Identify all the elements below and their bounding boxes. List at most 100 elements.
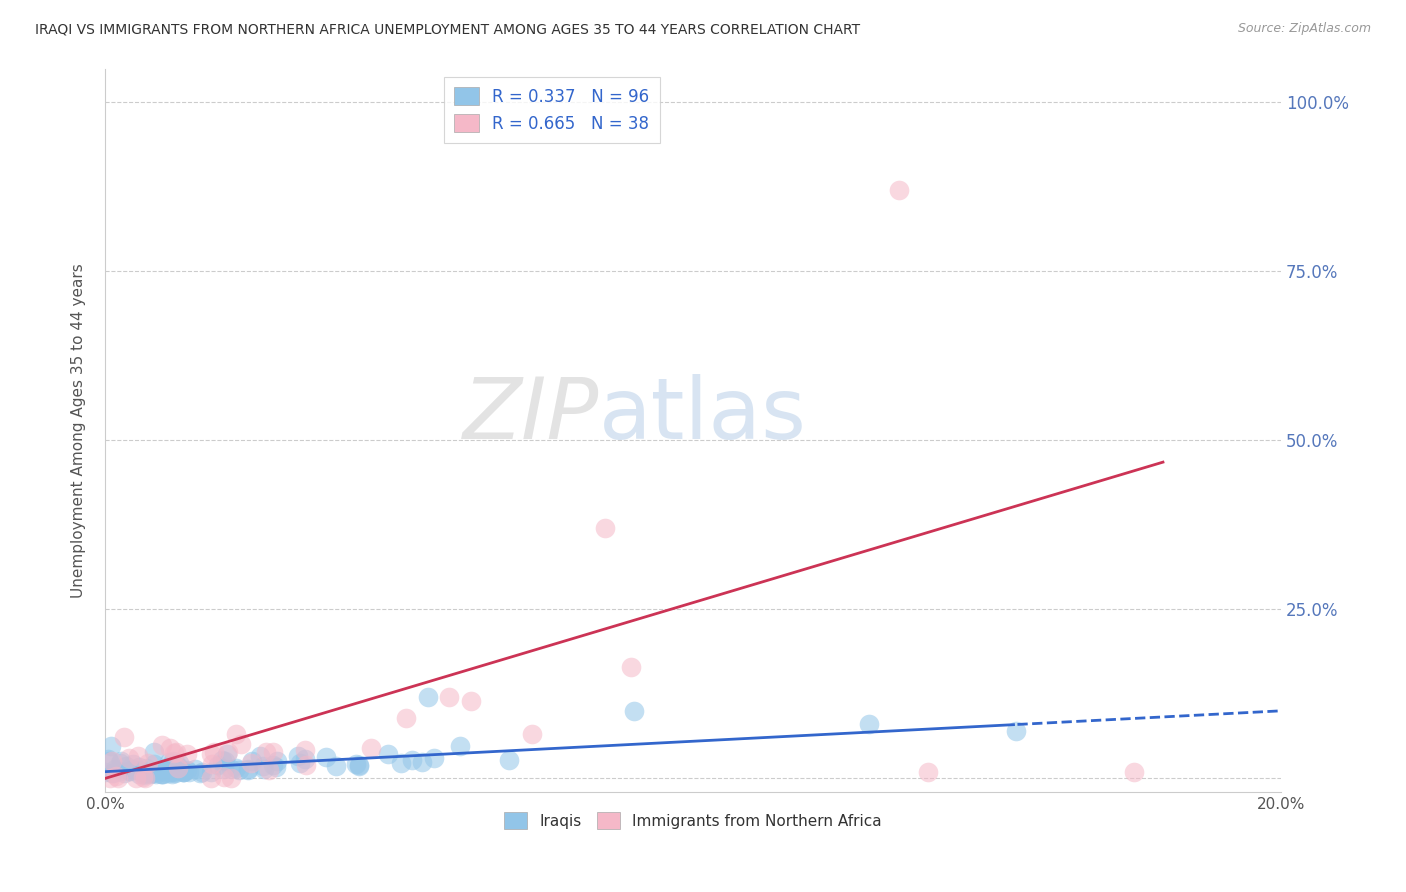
Point [159,758,181,772]
Point [257,763,280,777]
Point [211,753,233,767]
Point [219,772,242,786]
Point [163,746,186,760]
Point [498,753,520,767]
Point [295,757,318,772]
Point [162,755,184,769]
Text: Source: ZipAtlas.com: Source: ZipAtlas.com [1237,22,1371,36]
Point [125,772,148,786]
Point [172,765,194,780]
Y-axis label: Unemployment Among Ages 35 to 44 years: Unemployment Among Ages 35 to 44 years [72,263,86,598]
Point [127,763,149,777]
Point [266,754,288,768]
Point [287,748,309,763]
Point [858,717,880,731]
Point [225,761,247,775]
Point [132,767,155,781]
Point [132,766,155,780]
Point [240,756,263,771]
Point [176,747,198,762]
Point [253,762,276,776]
Point [120,764,142,778]
Point [200,772,222,786]
Point [104,762,127,776]
Point [917,764,939,779]
Text: ZIP: ZIP [463,375,599,458]
Point [200,764,222,779]
Point [167,756,190,771]
Point [184,762,207,776]
Point [229,737,252,751]
Point [108,764,131,778]
Point [225,727,247,741]
Point [288,756,311,770]
Point [136,756,159,770]
Point [118,764,141,778]
Point [423,750,446,764]
Point [200,757,222,772]
Text: IRAQI VS IMMIGRANTS FROM NORTHERN AFRICA UNEMPLOYMENT AMONG AGES 35 TO 44 YEARS : IRAQI VS IMMIGRANTS FROM NORTHERN AFRICA… [35,22,860,37]
Point [172,764,194,778]
Point [249,748,271,763]
Point [202,745,225,759]
Point [162,764,184,778]
Point [347,757,370,772]
Point [128,760,150,774]
Point [100,739,122,754]
Point [157,761,180,775]
Point [219,762,242,776]
Point [150,767,173,781]
Point [132,770,155,784]
Point [112,730,135,744]
Point [252,758,274,772]
Point [262,758,284,772]
Point [108,756,131,771]
Point [325,759,347,773]
Point [437,690,460,704]
Point [142,757,165,772]
Point [150,767,173,781]
Point [127,748,149,763]
Point [160,766,183,780]
Point [167,758,190,772]
Point [150,764,173,778]
Point [142,766,165,780]
Point [112,765,135,780]
Point [254,745,277,759]
Point [418,690,440,705]
Point [238,762,260,776]
Point [228,763,250,777]
Point [620,660,643,674]
Point [207,758,229,772]
Point [212,762,235,776]
Point [128,767,150,781]
Point [188,765,211,780]
Point [153,764,176,779]
Point [200,747,222,762]
Point [97,752,120,766]
Point [262,745,284,759]
Point [134,772,156,786]
Point [165,756,187,771]
Point [1123,764,1146,779]
Point [145,767,167,781]
Point [165,745,187,759]
Point [98,754,121,768]
Point [167,761,190,775]
Point [1005,724,1028,739]
Point [179,765,201,780]
Point [460,694,482,708]
Point [172,765,194,780]
Point [152,767,174,781]
Point [135,761,157,775]
Point [101,765,124,780]
Point [118,750,141,764]
Point [159,764,181,779]
Point [520,727,543,741]
Point [173,765,195,780]
Point [165,765,187,780]
Point [395,711,418,725]
Point [105,769,128,783]
Point [215,747,238,762]
Point [150,738,173,752]
